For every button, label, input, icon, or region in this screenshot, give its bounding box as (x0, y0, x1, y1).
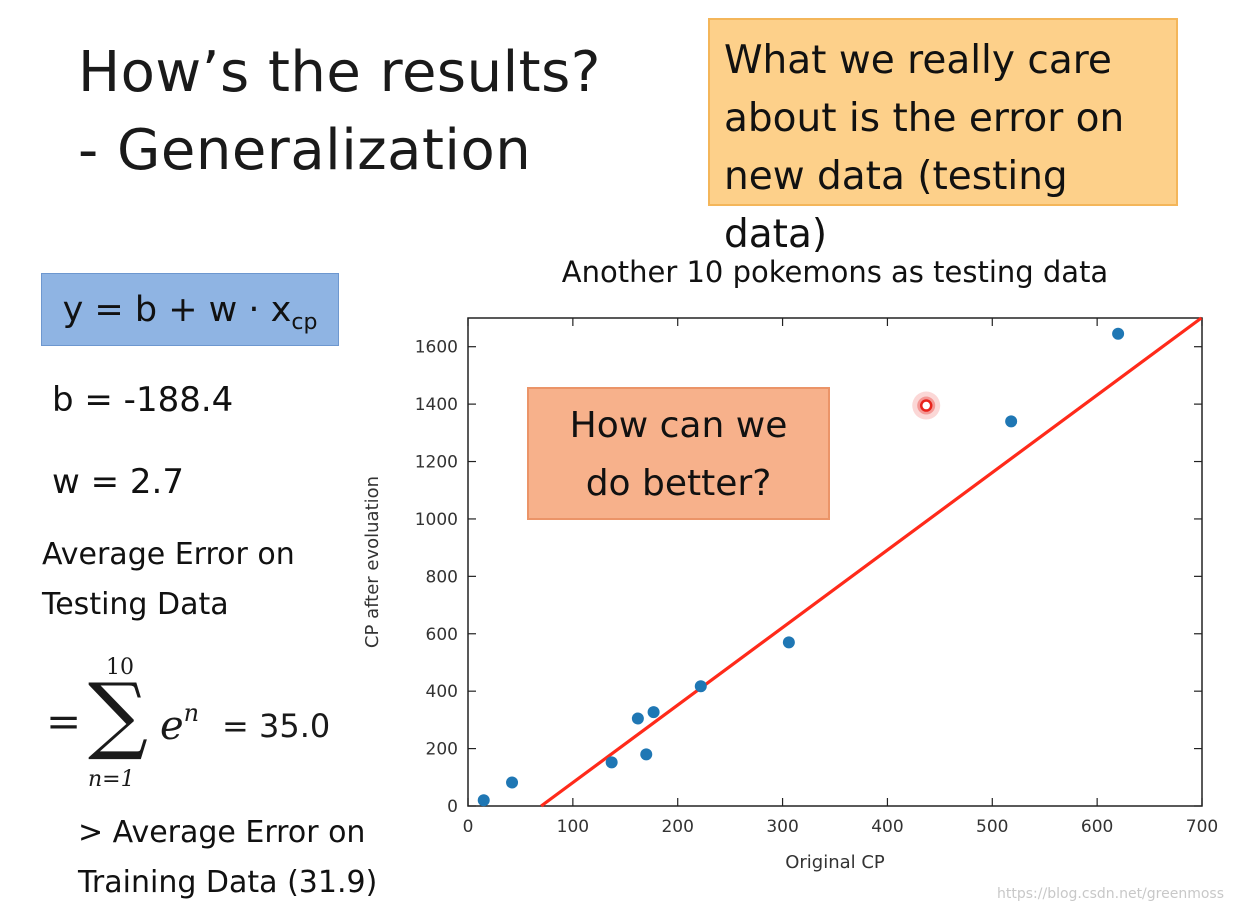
formula-subscript: cp (291, 310, 318, 335)
data-point (631, 712, 644, 725)
x-tick-label: 700 (1186, 817, 1218, 837)
data-point (506, 776, 519, 789)
chart-title: Another 10 pokemons as testing data (561, 255, 1109, 289)
data-point (694, 680, 707, 693)
slide-title-line-2: - Generalization (78, 118, 532, 183)
y-tick-label: 600 (426, 625, 458, 645)
fit-line (540, 316, 1203, 808)
do-better-callout: How can we do better? (527, 387, 830, 520)
training-comparison: > Average Error on Training Data (31.9) (78, 808, 377, 908)
sum-term-base: e (160, 703, 184, 749)
y-tick-label: 800 (426, 567, 458, 587)
y-tick-label: 400 (426, 682, 458, 702)
callout-line-3: new data (testing data) (724, 154, 1068, 257)
formula-main: y = b + w · x (62, 290, 292, 330)
slide-title: How’s the results? - Generalization (78, 34, 601, 190)
highlighted-data-point (919, 399, 933, 412)
data-point (605, 756, 618, 769)
sum-term-exponent: n (183, 699, 200, 727)
x-tick-label: 100 (557, 817, 589, 837)
data-point (640, 748, 653, 761)
y-tick-label: 0 (447, 797, 458, 817)
watermark: https://blog.csdn.net/greenmoss (997, 886, 1224, 902)
y-tick-label: 200 (426, 740, 458, 760)
callout-line-2: about is the error on (724, 96, 1125, 141)
x-tick-label: 300 (766, 817, 798, 837)
error-sum-equation: = 10 ∑ n=1 en = 35.0 (42, 655, 382, 805)
y-axis-label: CP after evoluation (362, 476, 383, 648)
avg-line-1: Average Error on (42, 537, 295, 572)
plot-frame (467, 317, 1203, 807)
y-tick-label: 1400 (415, 395, 458, 415)
x-axis-label: Original CP (785, 852, 885, 873)
do-better-line-2: do better? (585, 463, 772, 504)
testing-data-callout: What we really care about is the error o… (708, 18, 1178, 257)
data-point (1005, 415, 1018, 428)
data-point (782, 636, 795, 649)
x-tick-label: 400 (871, 817, 903, 837)
sigma-symbol: ∑ (88, 665, 148, 763)
data-point (477, 794, 490, 807)
sum-equals: = (46, 697, 82, 746)
sum-lower-limit: n=1 (88, 767, 135, 792)
axis-ticks: 0 100 200 300 400 500 600 700 0 200 400 600 800 1000 1… (415, 318, 1218, 837)
x-tick-label: 500 (976, 817, 1008, 837)
sum-value: = 35.0 (222, 707, 331, 745)
slide-title-line-1: How’s the results? (78, 40, 601, 105)
average-error-label: Average Error on Testing Data (42, 530, 295, 630)
x-tick-label: 600 (1081, 817, 1113, 837)
do-better-line-1: How can we (569, 405, 788, 446)
avg-line-2: Testing Data (42, 587, 229, 622)
x-tick-label: 200 (661, 817, 693, 837)
x-tick-label: 0 (463, 817, 474, 837)
compare-line-2: Training Data (31.9) (78, 865, 378, 900)
y-tick-label: 1000 (415, 510, 458, 530)
y-tick-label: 1200 (415, 453, 458, 473)
data-point (647, 706, 660, 719)
data-point (1112, 327, 1125, 340)
callout-line-1: What we really care (724, 38, 1112, 83)
b-parameter: b = -188.4 (52, 380, 234, 420)
model-formula: y = b + w · xcp (41, 273, 339, 346)
sum-term: en (160, 699, 199, 749)
w-parameter: w = 2.7 (52, 462, 184, 502)
y-tick-label: 1600 (415, 338, 458, 358)
sum-upper-limit: 10 (106, 655, 134, 680)
fit-line-group (540, 316, 1203, 808)
data-points (477, 327, 1125, 807)
compare-line-1: > Average Error on (78, 815, 366, 850)
